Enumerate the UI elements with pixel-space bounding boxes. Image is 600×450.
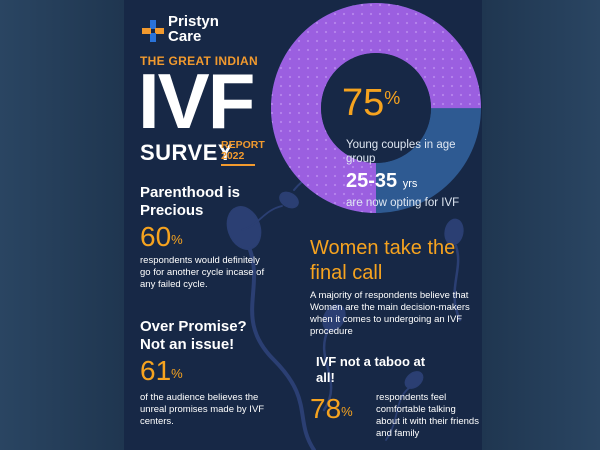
great-indian-heading: THE GREAT INDIAN — [140, 54, 258, 68]
donut-percent-value: 75 — [342, 82, 385, 124]
taboo-value: 78 — [310, 393, 342, 424]
donut-text-line2: are now opting for IVF — [346, 197, 460, 209]
women-title: Women take the final call — [310, 237, 456, 284]
brand-name-line1: Pristyn — [168, 13, 219, 30]
taboo-unit: % — [341, 404, 353, 419]
donut-percent: 75% — [342, 82, 400, 125]
donut-chart — [271, 3, 481, 213]
parenthood-value: 60 — [140, 221, 172, 252]
infographic-poster: Pristyn Care THE GREAT INDIAN IVF SURVEY… — [124, 0, 482, 450]
report-year-value: 2022 — [221, 150, 245, 162]
taboo-title: IVF not a taboo at all! — [316, 354, 426, 385]
donut-hole — [321, 53, 431, 163]
age-range: 25-35 yrs — [346, 170, 417, 193]
women-text: A majority of respondents believe that W… — [310, 290, 470, 337]
promise-title: Over Promise? Not an issue! — [140, 318, 247, 353]
promise-value: 61 — [140, 355, 172, 386]
age-range-value: 25-35 — [346, 170, 398, 192]
promise-percent: 61% — [140, 356, 183, 386]
report-label: REPORT — [221, 139, 265, 151]
right-backdrop — [482, 0, 600, 450]
taboo-text: respondents feel comfortable talking abo… — [376, 392, 479, 439]
parenthood-text: respondents would definitely go for anot… — [140, 255, 265, 290]
donut-pattern — [271, 3, 481, 213]
promise-text: of the audience believes the unreal prom… — [140, 392, 265, 427]
promise-unit: % — [171, 366, 183, 381]
pristyn-care-logo-icon — [142, 20, 164, 42]
age-range-unit: yrs — [402, 178, 418, 190]
parenthood-title: Parenthood is Precious — [140, 184, 241, 219]
ivf-title: IVF — [138, 57, 255, 145]
brand-name-line2: Care — [168, 28, 202, 45]
left-backdrop — [0, 0, 124, 450]
parenthood-unit: % — [171, 232, 183, 247]
brand-name: Pristyn Care — [168, 14, 219, 44]
parenthood-percent: 60% — [140, 222, 183, 252]
donut-text-line1: Young couples in age group — [346, 139, 456, 165]
donut-percent-unit: % — [384, 88, 401, 108]
report-underline — [221, 164, 255, 166]
report-year: REPORT 2022 — [221, 140, 265, 162]
taboo-percent: 78% — [310, 394, 353, 424]
survey-title: SURVEY — [140, 140, 234, 165]
